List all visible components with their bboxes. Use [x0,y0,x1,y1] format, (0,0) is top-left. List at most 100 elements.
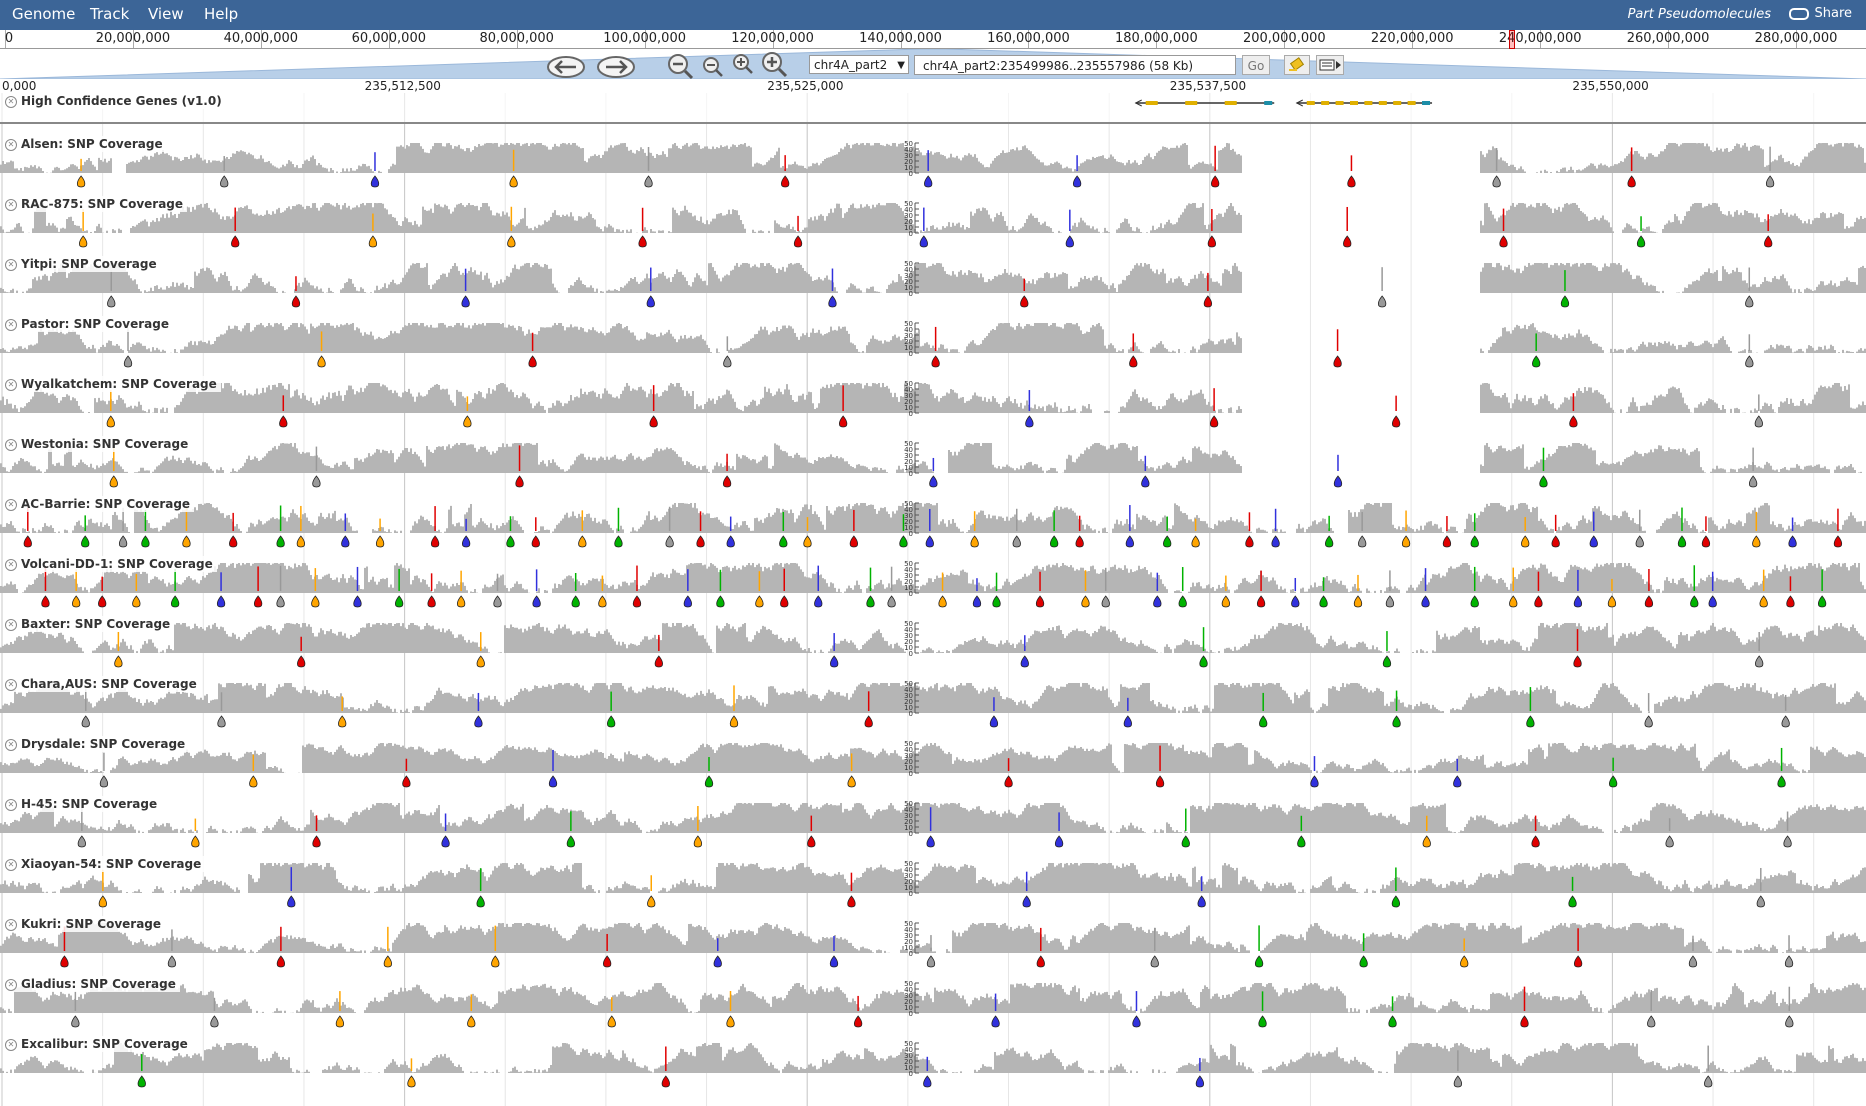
track-pan-button[interactable] [1316,55,1344,75]
snp-marker[interactable] [1004,758,1013,788]
track-label[interactable]: ✕ Excalibur: SNP Coverage [3,1036,192,1052]
snp-marker[interactable] [638,207,647,248]
snp-marker[interactable] [476,632,485,668]
snp-marker[interactable] [726,991,735,1028]
snp-marker[interactable] [515,445,524,488]
snp-marker[interactable] [1627,147,1636,188]
close-icon[interactable]: ✕ [5,559,17,571]
overview-location-marker[interactable] [1509,30,1516,49]
snp-marker[interactable] [98,576,107,608]
snp-marker[interactable] [1256,570,1266,608]
snp-marker[interactable] [210,997,219,1028]
close-icon[interactable]: ✕ [5,859,17,871]
snp-marker[interactable] [107,270,116,308]
chromosome-select[interactable]: chr4A_part2 ▼ [809,55,909,74]
gene-feature[interactable] [1295,99,1433,107]
snp-marker[interactable] [1453,1050,1463,1088]
snp-marker[interactable] [693,806,703,848]
snp-marker[interactable] [1153,572,1162,608]
snp-marker[interactable] [989,697,999,728]
snp-marker[interactable] [249,754,258,788]
snp-marker[interactable] [654,634,663,668]
snp-marker[interactable] [1401,510,1411,548]
snp-marker[interactable] [929,457,938,488]
snp-marker[interactable] [467,994,476,1028]
snp-marker[interactable] [72,569,81,608]
snp-marker[interactable] [217,692,226,728]
snp-marker[interactable] [578,510,587,548]
snp-marker[interactable] [509,149,518,188]
track-label[interactable]: ✕ H-45: SNP Coverage [3,796,162,812]
snp-marker[interactable] [335,991,345,1028]
snp-marker[interactable] [287,867,296,908]
snp-marker[interactable] [383,926,392,968]
snp-marker[interactable] [1035,571,1045,608]
snp-marker[interactable] [71,991,80,1028]
snp-marker[interactable] [864,691,873,728]
snp-marker[interactable] [665,506,674,548]
snp-marker[interactable] [1520,986,1529,1028]
track-label[interactable]: ✕ Wyalkatchem: SNP Coverage [3,376,221,392]
snp-marker[interactable] [780,568,789,608]
snp-marker[interactable] [1499,208,1508,248]
snp-marker[interactable] [1065,209,1074,248]
snp-marker[interactable] [474,692,483,728]
close-icon[interactable]: ✕ [5,96,17,108]
track-label[interactable]: ✕ Pastor: SNP Coverage [3,316,174,332]
track-label[interactable]: ✕ Alsen: SNP Coverage [3,136,167,152]
snp-marker[interactable] [829,936,839,968]
snp-marker[interactable] [926,807,935,848]
snp-marker[interactable] [566,811,576,848]
snp-marker[interactable] [1382,631,1392,668]
snp-marker[interactable] [632,565,642,608]
snp-marker[interactable] [118,507,128,548]
snp-marker[interactable] [407,1058,416,1088]
go-button[interactable]: Go [1242,55,1270,75]
snp-marker[interactable] [1765,146,1775,188]
share-button[interactable]: Share [1789,6,1852,21]
snp-marker[interactable] [803,517,812,548]
close-icon[interactable]: ✕ [5,739,17,751]
snp-marker[interactable] [1132,991,1141,1028]
snp-marker[interactable] [1123,697,1132,728]
snp-marker[interactable] [297,636,306,668]
snp-marker[interactable] [1784,935,1794,968]
snp-marker[interactable] [312,446,321,488]
pan-right-button[interactable] [596,55,636,79]
snp-marker[interactable] [23,507,32,548]
snp-marker[interactable] [1521,517,1530,548]
snp-marker[interactable] [661,1046,670,1088]
zoom-in-large-icon[interactable] [760,50,788,78]
snp-marker[interactable] [1036,927,1045,968]
snp-marker[interactable] [1291,577,1300,608]
snp-marker[interactable] [723,336,732,368]
snp-marker[interactable] [1690,565,1699,608]
snp-marker[interactable] [99,752,109,788]
snp-marker[interactable] [1422,815,1431,848]
snp-marker[interactable] [1665,818,1674,848]
snp-marker[interactable] [1460,938,1469,968]
snp-marker[interactable] [1022,871,1031,908]
snp-marker[interactable] [1207,209,1217,248]
snp-marker[interactable] [814,565,823,608]
snp-marker[interactable] [1075,515,1084,548]
zoom-in-small-icon[interactable] [732,53,754,75]
snp-marker[interactable] [1209,388,1219,428]
snp-marker[interactable] [1589,511,1598,548]
close-icon[interactable]: ✕ [5,499,17,511]
snp-marker[interactable] [1358,511,1367,548]
snp-marker[interactable] [926,935,936,968]
snp-marker[interactable] [141,509,150,548]
snp-marker[interactable] [1551,514,1560,548]
snp-marker[interactable] [1470,566,1479,608]
snp-marker[interactable] [1647,990,1656,1028]
snp-marker[interactable] [602,933,612,968]
track-label[interactable]: ✕ Volcani-DD-1: SNP Coverage [3,556,217,572]
snp-marker[interactable] [1532,333,1541,368]
snp-marker[interactable] [1297,815,1306,848]
track-label[interactable]: ✕ Drysdale: SNP Coverage [3,736,190,752]
snp-marker[interactable] [1211,145,1220,188]
snp-marker[interactable] [755,571,764,608]
snp-marker[interactable] [683,569,692,608]
close-icon[interactable]: ✕ [5,1039,17,1051]
